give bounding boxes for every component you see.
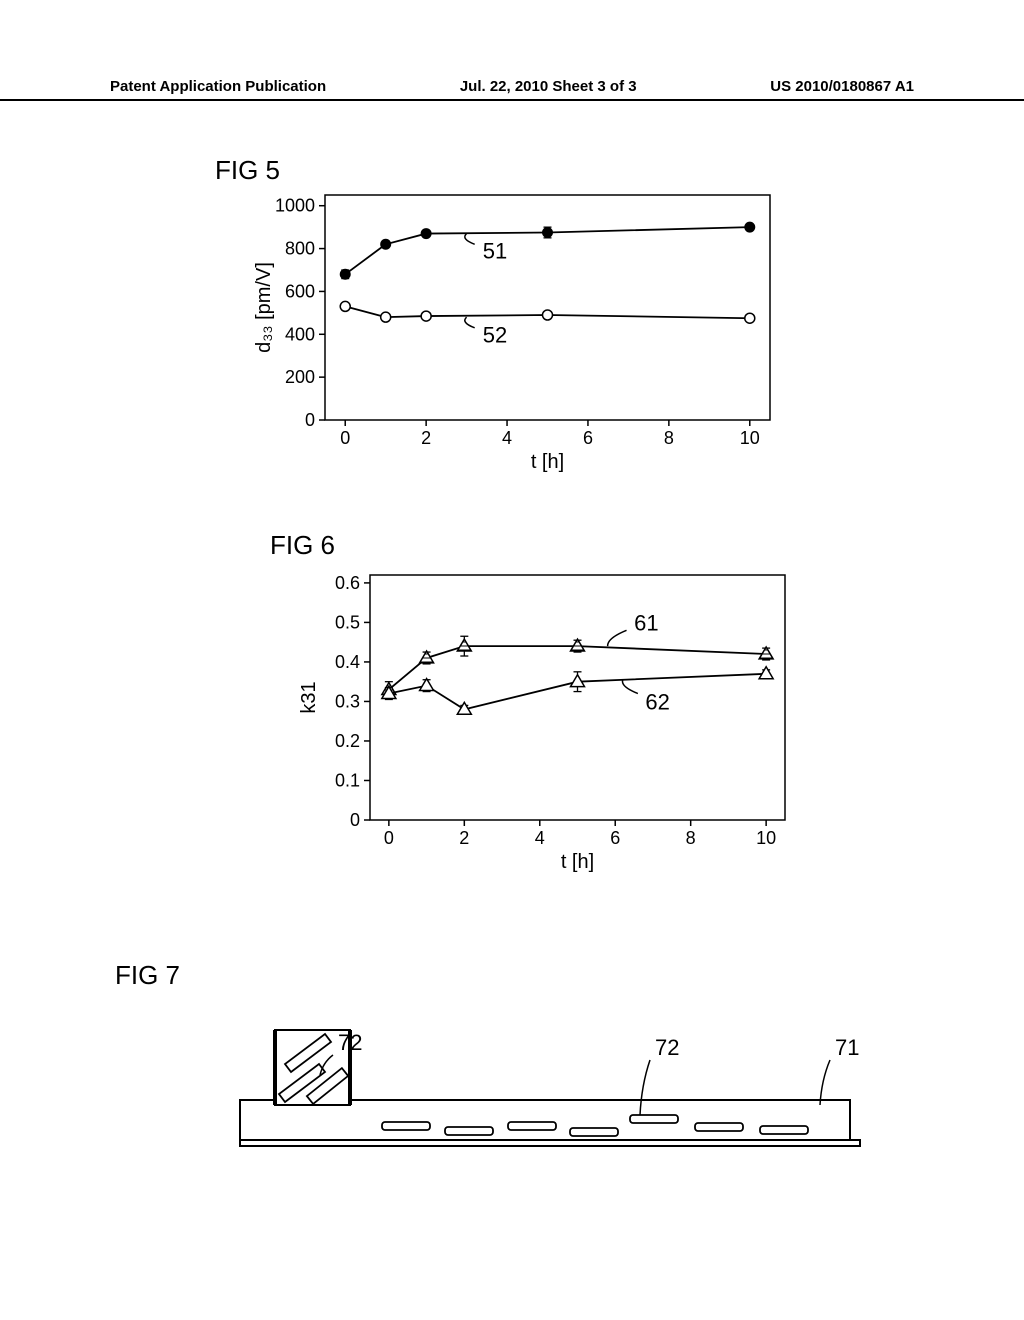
svg-text:0.2: 0.2 [335,731,360,751]
svg-text:200: 200 [285,367,315,387]
svg-text:0: 0 [305,410,315,430]
svg-text:0: 0 [340,428,350,448]
svg-text:0.5: 0.5 [335,612,360,632]
svg-text:6: 6 [610,828,620,848]
svg-text:1000: 1000 [275,196,315,216]
fig7-svg: 72 72 71 [110,1000,900,1165]
svg-text:600: 600 [285,281,315,301]
svg-text:61: 61 [634,610,658,635]
svg-text:52: 52 [483,322,507,347]
svg-text:6: 6 [583,428,593,448]
svg-text:t [h]: t [h] [531,451,564,473]
fig5-svg: 0 2 4 6 8 10 0 200 400 600 800 1000 t [h] d₃₃ [pm/V] 5… [230,180,790,480]
svg-text:72: 72 [655,1035,679,1060]
fig7-diagram: 72 72 71 [110,1000,900,1170]
fig6-chart: 0 2 4 6 8 10 0 0.1 0.2 0.3 0.4 0.5 0.6 t [h] k31 61 62 [275,560,805,885]
page-header: Patent Application Publication Jul. 22, … [0,78,1024,101]
svg-text:2: 2 [421,428,431,448]
svg-text:4: 4 [535,828,545,848]
fig6-label: FIG 6 [270,530,335,561]
svg-text:72: 72 [338,1030,362,1055]
svg-text:10: 10 [740,428,760,448]
svg-text:8: 8 [664,428,674,448]
svg-text:0.3: 0.3 [335,691,360,711]
svg-text:k31: k31 [298,681,320,713]
svg-text:800: 800 [285,239,315,259]
svg-text:0.1: 0.1 [335,770,360,790]
svg-text:71: 71 [835,1035,859,1060]
svg-text:0.4: 0.4 [335,652,360,672]
svg-text:400: 400 [285,324,315,344]
header-center: Jul. 22, 2010 Sheet 3 of 3 [460,78,637,95]
svg-text:4: 4 [502,428,512,448]
fig7-label: FIG 7 [115,960,180,991]
header-right: US 2010/0180867 A1 [770,78,914,95]
fig5-chart: 0 2 4 6 8 10 0 200 400 600 800 1000 t [h] d₃₃ [pm/V] 5… [230,180,790,485]
svg-text:51: 51 [483,239,507,264]
fig6-svg: 0 2 4 6 8 10 0 0.1 0.2 0.3 0.4 0.5 0.6 t [h] k31 61 62 [275,560,805,880]
svg-text:2: 2 [459,828,469,848]
svg-text:0: 0 [350,810,360,830]
svg-text:0.6: 0.6 [335,573,360,593]
svg-text:8: 8 [686,828,696,848]
svg-text:62: 62 [645,689,669,714]
svg-text:0: 0 [384,828,394,848]
svg-text:10: 10 [756,828,776,848]
header-left: Patent Application Publication [110,78,326,95]
svg-text:d₃₃ [pm/V]: d₃₃ [pm/V] [253,262,275,353]
svg-text:t [h]: t [h] [561,851,594,873]
